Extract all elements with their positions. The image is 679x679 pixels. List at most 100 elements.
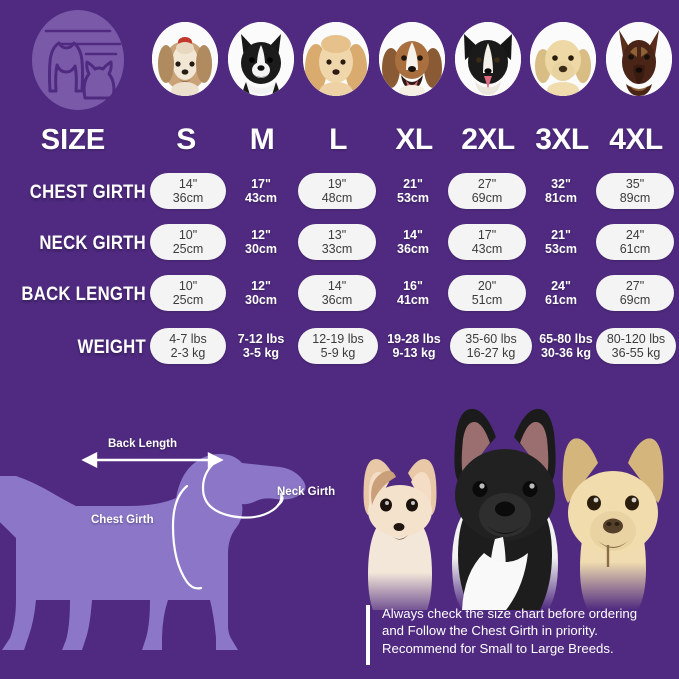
cell-value-metric: 43cm — [245, 191, 277, 205]
cell-back-xl: 16" 41cm — [380, 275, 446, 311]
cell-weight-3xl: 65-80 lbs 30-36 kg — [530, 328, 602, 364]
cell-weight-2xl: 35-60 lbs 16-27 kg — [450, 328, 532, 364]
cell-value-imperial: 12" — [251, 279, 271, 293]
cell-neck-3xl: 21" 53cm — [528, 224, 594, 260]
cell-value-imperial: 16" — [403, 279, 423, 293]
header-strip — [0, 0, 679, 118]
photo-chihuahua — [363, 459, 437, 610]
cell-value-metric: 25cm — [172, 242, 204, 256]
cell-value-imperial: 35-60 lbs — [465, 332, 517, 346]
label-back-length: Back Length — [108, 438, 178, 450]
cell-value-imperial: 80-120 lbs — [606, 332, 666, 346]
row-label-weight: WEIGHT — [77, 337, 146, 358]
breed-portrait-row — [152, 21, 672, 97]
cell-value-imperial: 27" — [477, 177, 497, 191]
double-headed-arrow-icon — [81, 452, 224, 468]
size-table: SIZE S M L XL 2XL 3XL 4XL CHEST GIRTH 14… — [0, 118, 679, 380]
note-line-2: and Follow the Chest Girth in priority. — [382, 623, 598, 639]
measurement-diagram: Back Length Neck Girth Chest Girth — [0, 380, 352, 679]
cell-value-metric: 53cm — [545, 242, 577, 256]
cell-value-imperial: 20" — [477, 279, 497, 293]
cell-back-l: 14" 36cm — [298, 275, 376, 311]
cell-neck-4xl: 24" 61cm — [596, 224, 674, 260]
cell-chest-4xl: 35" 89cm — [596, 173, 674, 209]
cell-value-imperial: 7-12 lbs — [237, 332, 285, 346]
cell-value-imperial: 10" — [178, 228, 198, 242]
cell-value-metric: 89cm — [619, 191, 651, 205]
cell-neck-xl: 14" 36cm — [380, 224, 446, 260]
cell-value-metric: 81cm — [545, 191, 577, 205]
cell-value-imperial: 27" — [625, 279, 645, 293]
cell-value-metric: 69cm — [619, 293, 651, 307]
label-neck-girth: Neck Girth — [277, 486, 336, 498]
cell-value-imperial: 24" — [551, 279, 571, 293]
cell-value-imperial: 21" — [403, 177, 423, 191]
header-size-m: M — [249, 123, 275, 156]
cell-value-metric: 51cm — [471, 293, 503, 307]
cell-back-s: 10" 25cm — [150, 275, 226, 311]
cell-value-imperial: 14" — [403, 228, 423, 242]
breed-portrait-beagle — [378, 22, 445, 96]
cell-value-metric: 69cm — [471, 191, 503, 205]
cell-weight-s: 4-7 lbs 2-3 kg — [150, 328, 226, 364]
cell-chest-l: 19" 48cm — [298, 173, 376, 209]
cell-value-imperial: 19" — [327, 177, 347, 191]
breed-portrait-doberman — [605, 22, 672, 96]
cell-back-3xl: 24" 61cm — [528, 275, 594, 311]
cell-value-imperial: 13" — [327, 228, 347, 242]
cell-value-metric: 36-55 kg — [611, 346, 661, 360]
cell-chest-2xl: 27" 69cm — [448, 173, 526, 209]
cell-value-metric: 53cm — [397, 191, 429, 205]
cell-neck-m: 12" 30cm — [228, 224, 294, 260]
cell-chest-s: 14" 36cm — [150, 173, 226, 209]
cell-value-metric: 61cm — [619, 242, 651, 256]
cell-value-metric: 25cm — [172, 293, 204, 307]
cell-value-imperial: 35" — [625, 177, 645, 191]
dog-silhouette-side-view-icon — [0, 452, 306, 650]
cell-back-2xl: 20" 51cm — [448, 275, 526, 311]
photo-french-bulldog — [452, 408, 558, 610]
cell-weight-4xl: 80-120 lbs 36-55 kg — [596, 328, 676, 364]
cell-value-metric: 43cm — [471, 242, 503, 256]
cell-value-metric: 36cm — [321, 293, 353, 307]
size-table-header-row: SIZE S M L XL 2XL 3XL 4XL — [0, 118, 679, 162]
note-line-3: Recommend for Small to Large Breeds. — [382, 640, 614, 656]
cell-chest-xl: 21" 53cm — [380, 173, 446, 209]
cell-value-metric: 16-27 kg — [466, 346, 516, 360]
cell-value-imperial: 10" — [178, 279, 198, 293]
cell-value-metric: 48cm — [321, 191, 353, 205]
cell-neck-2xl: 17" 43cm — [448, 224, 526, 260]
cell-chest-m: 17" 43cm — [228, 173, 294, 209]
cell-value-imperial: 19-28 lbs — [387, 332, 441, 346]
cell-value-metric: 2-3 kg — [170, 346, 206, 360]
cell-value-imperial: 17" — [477, 228, 497, 242]
three-dogs-photo-group-icon — [340, 385, 679, 610]
cell-value-imperial: 17" — [251, 177, 271, 191]
row-label-neck-girth: NECK GIRTH — [39, 233, 147, 254]
cell-value-imperial: 65-80 lbs — [539, 332, 593, 346]
cell-value-metric: 3-5 kg — [242, 346, 280, 360]
breed-portrait-shih-tzu — [152, 22, 218, 96]
cell-back-4xl: 27" 69cm — [596, 275, 674, 311]
breed-portrait-border-collie — [454, 22, 521, 96]
cell-value-metric: 36cm — [397, 242, 429, 256]
cell-value-metric: 9-13 kg — [392, 346, 436, 360]
cell-value-metric: 30cm — [245, 293, 277, 307]
cell-value-imperial: 12-19 lbs — [312, 332, 364, 346]
cell-weight-m: 7-12 lbs 3-5 kg — [226, 328, 296, 364]
cell-value-metric: 61cm — [545, 293, 577, 307]
cell-value-metric: 30cm — [245, 242, 277, 256]
row-label-back-length: BACK LENGTH — [21, 284, 146, 305]
header-size-3xl: 3XL — [535, 123, 589, 156]
header-size-s: S — [176, 123, 196, 156]
dog-cat-circle-logo-icon — [24, 6, 132, 114]
breed-portrait-boston-terrier — [227, 22, 294, 96]
cell-value-metric: 36cm — [172, 191, 204, 205]
note-line-1: Always check the size chart before order… — [382, 606, 638, 621]
header-size-label: SIZE — [40, 124, 106, 156]
cell-weight-xl: 19-28 lbs 9-13 kg — [378, 328, 450, 364]
cell-neck-l: 13" 33cm — [298, 224, 376, 260]
photo-labrador-retriever — [562, 438, 664, 610]
header-size-2xl: 2XL — [461, 123, 515, 156]
cell-value-imperial: 14" — [327, 279, 347, 293]
